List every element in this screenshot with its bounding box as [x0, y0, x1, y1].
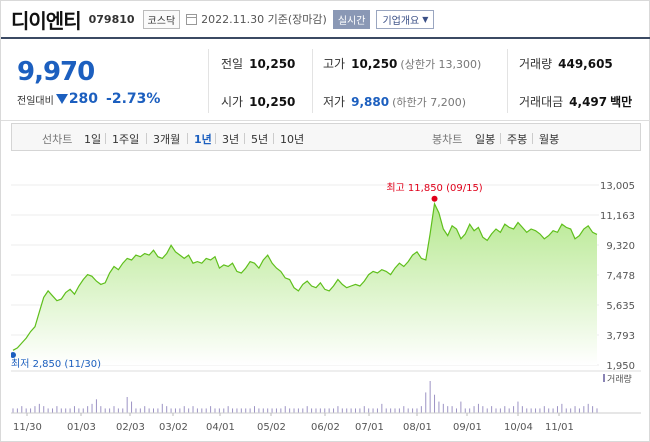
- company-info-dropdown[interactable]: 기업개요 ▼: [376, 9, 435, 29]
- volume-legend: 거래량: [607, 373, 632, 385]
- change-value: 280: [68, 91, 99, 107]
- high-annotation: 최고 11,850 (09/15): [386, 182, 482, 194]
- y-tick-label: 5,635: [606, 301, 635, 312]
- tab-monthly-candle[interactable]: 월봉: [539, 133, 560, 146]
- price-chart: 13,005 11,163 9,320 7,478 5,635 3,793 1,950 최고 …: [11, 181, 641, 433]
- stock-header: 디이엔티 079810 코스닥 2022.11.30 기준(장마감) 실시간 기…: [1, 1, 650, 39]
- divider: [312, 49, 313, 113]
- x-tick-label: 02/03: [116, 422, 145, 433]
- x-tick-label: 09/01: [453, 422, 482, 433]
- tab-weekly-candle[interactable]: 주봉: [507, 133, 528, 146]
- tab-daily-candle[interactable]: 일봉: [475, 133, 496, 146]
- price-summary: 9,970 전일대비 280 -2.73% 전일 10,250 고가 10,250(…: [1, 41, 650, 121]
- candle-chart-label: 봉차트: [432, 133, 463, 146]
- stock-name: 디이엔티: [11, 8, 82, 33]
- stat-low: 저가 9,880 (하한가 7,200): [323, 95, 466, 109]
- line-chart-label: 선차트: [42, 133, 73, 146]
- x-tick-label: 03/02: [159, 422, 188, 433]
- volume-legend-icon: [603, 374, 605, 382]
- y-tick-label: 1,950: [606, 361, 635, 372]
- y-tick-label: 9,320: [606, 241, 635, 252]
- x-tick-label: 06/02: [311, 422, 340, 433]
- tab-3y[interactable]: 3년: [222, 133, 240, 146]
- x-tick-label: 01/03: [67, 422, 96, 433]
- x-tick-label: 11/30: [13, 422, 42, 433]
- base-date: 2022.11.30 기준(장마감): [201, 13, 327, 26]
- tab-5y[interactable]: 5년: [251, 133, 269, 146]
- price-change: 전일대비 280 -2.73%: [17, 91, 160, 107]
- stock-code: 079810: [88, 12, 135, 26]
- realtime-button[interactable]: 실시간: [332, 9, 371, 29]
- market-badge: 코스닥: [142, 9, 181, 29]
- chart-tabs: 선차트 1일 1주일 3개월 1년 3년 5년 10년 봉차트 일봉 주봉 월봉: [11, 123, 641, 151]
- stat-volume: 거래량 449,605: [519, 57, 613, 71]
- change-label: 전일대비: [17, 95, 54, 107]
- x-tick-label: 05/02: [257, 422, 286, 433]
- low-annotation: 최저 2,850 (11/30): [11, 358, 101, 370]
- x-tick-label: 07/01: [355, 422, 384, 433]
- down-arrow-icon: [55, 94, 68, 104]
- tab-1d[interactable]: 1일: [84, 133, 102, 146]
- x-tick-label: 10/04: [504, 422, 533, 433]
- stat-open: 시가 10,250: [221, 95, 296, 109]
- tab-3m[interactable]: 3개월: [153, 133, 181, 146]
- price-area-fill: [13, 203, 597, 365]
- chevron-down-icon: ▼: [422, 14, 429, 24]
- y-tick-label: 3,793: [606, 331, 635, 342]
- tab-10y[interactable]: 10년: [280, 133, 305, 146]
- y-tick-label: 11,163: [600, 211, 635, 222]
- stat-amount: 거래대금 4,497 백만: [519, 95, 633, 109]
- stat-high: 고가 10,250 (상한가 13,300): [323, 57, 482, 71]
- current-price: 9,970: [17, 57, 95, 87]
- tab-1y[interactable]: 1년: [194, 133, 212, 146]
- x-tick-label: 04/01: [206, 422, 235, 433]
- low-marker: [11, 352, 16, 358]
- x-tick-label: 08/01: [403, 422, 432, 433]
- divider: [208, 49, 209, 113]
- y-tick-label: 13,005: [600, 181, 635, 192]
- high-marker: [431, 195, 438, 202]
- y-tick-label: 7,478: [606, 271, 635, 282]
- company-info-label: 기업개요: [382, 15, 420, 27]
- stat-prev-close: 전일 10,250: [221, 57, 296, 71]
- calendar-icon: [186, 13, 198, 25]
- tab-1w[interactable]: 1주일: [112, 133, 140, 146]
- change-percent: -2.73%: [106, 91, 161, 107]
- price-line: [12, 201, 598, 351]
- x-tick-label: 11/01: [545, 422, 574, 433]
- divider: [507, 49, 508, 113]
